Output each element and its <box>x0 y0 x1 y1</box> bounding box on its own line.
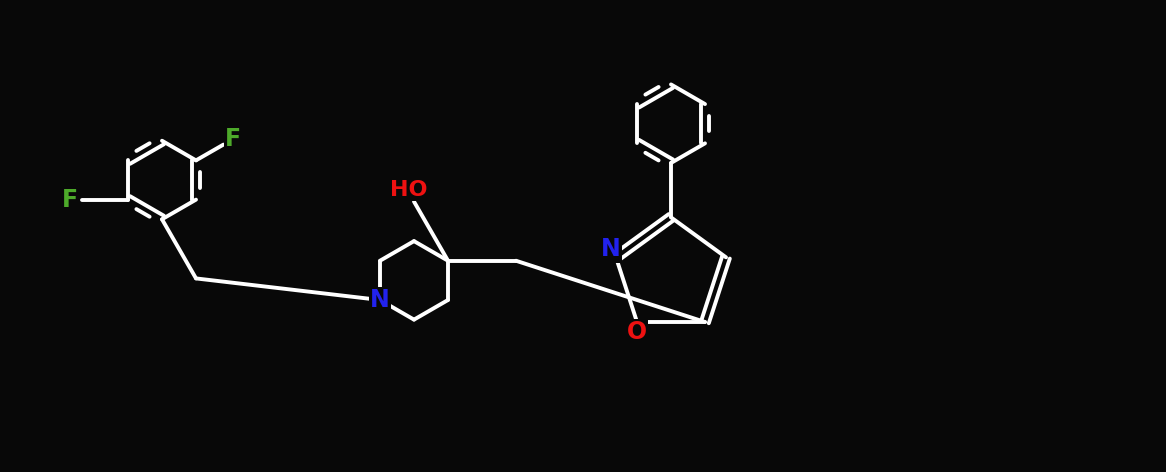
Text: F: F <box>62 188 78 211</box>
Text: O: O <box>627 320 647 344</box>
Text: HO: HO <box>391 179 428 200</box>
Text: F: F <box>225 126 241 151</box>
Text: N: N <box>602 237 620 261</box>
Text: N: N <box>370 288 389 312</box>
